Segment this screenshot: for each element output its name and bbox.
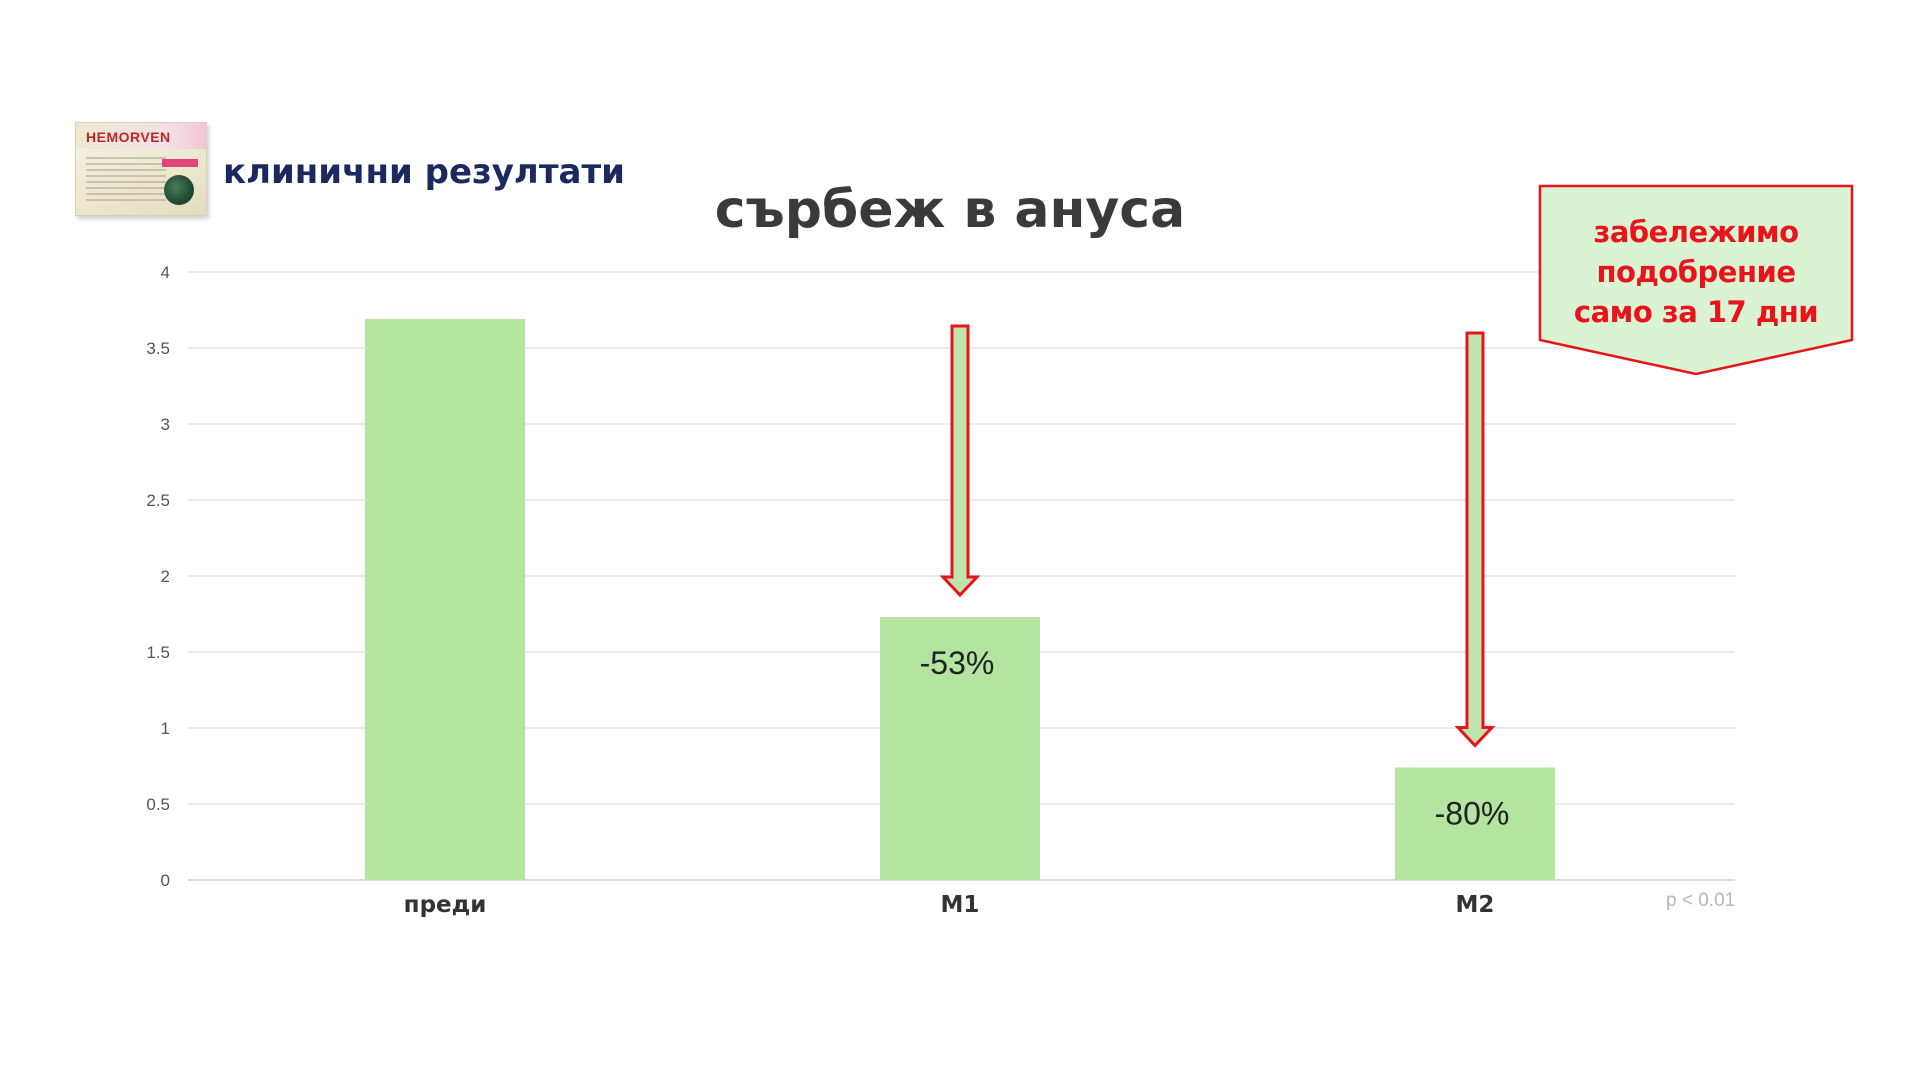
y-tick-label: 2 <box>161 567 170 586</box>
y-tick-label: 3 <box>161 415 170 434</box>
x-tick-label: M1 <box>941 892 980 918</box>
header-title: клинични резултати <box>223 152 626 192</box>
bar <box>365 319 525 880</box>
significance-note: p < 0.01 <box>1666 890 1736 911</box>
y-tick-label: 0.5 <box>146 795 170 814</box>
y-tick-label: 2.5 <box>146 491 170 510</box>
data-labels: -53% -80% <box>920 645 1510 831</box>
y-tick-label: 1 <box>161 719 170 738</box>
callout-line-1: забележимо <box>1593 215 1799 249</box>
y-tick-label: 0 <box>161 871 170 890</box>
x-tick-label: M2 <box>1456 892 1495 918</box>
callout-line-2: подобрение <box>1596 255 1796 289</box>
chart-title: сърбеж в ануса <box>714 180 1186 240</box>
bar <box>1395 767 1555 880</box>
y-tick-label: 3.5 <box>146 339 170 358</box>
x-axis-ticks: преди M1 M2 <box>404 892 1495 918</box>
data-label: -53% <box>920 645 995 681</box>
product-image: HEMORVEN <box>75 122 207 216</box>
x-tick-label: преди <box>404 892 487 918</box>
arrows <box>939 324 1496 748</box>
y-tick-label: 4 <box>161 263 170 282</box>
callout-line-3: само за 17 дни <box>1573 295 1819 329</box>
down-arrow <box>939 324 981 598</box>
callout-shape <box>1538 184 1854 376</box>
improvement-callout: забележимо подобрение само за 17 дни <box>1538 184 1854 376</box>
product-brand: HEMORVEN <box>86 129 171 145</box>
data-label: -80% <box>1435 796 1510 832</box>
down-arrow <box>1454 331 1496 748</box>
y-tick-label: 1.5 <box>146 643 170 662</box>
callout-text: забележимо подобрение само за 17 дни <box>1538 212 1854 332</box>
y-axis-ticks: 0 0.5 1 1.5 2 2.5 3 3.5 4 <box>146 263 170 890</box>
bar <box>880 617 1040 880</box>
bars <box>365 319 1555 880</box>
